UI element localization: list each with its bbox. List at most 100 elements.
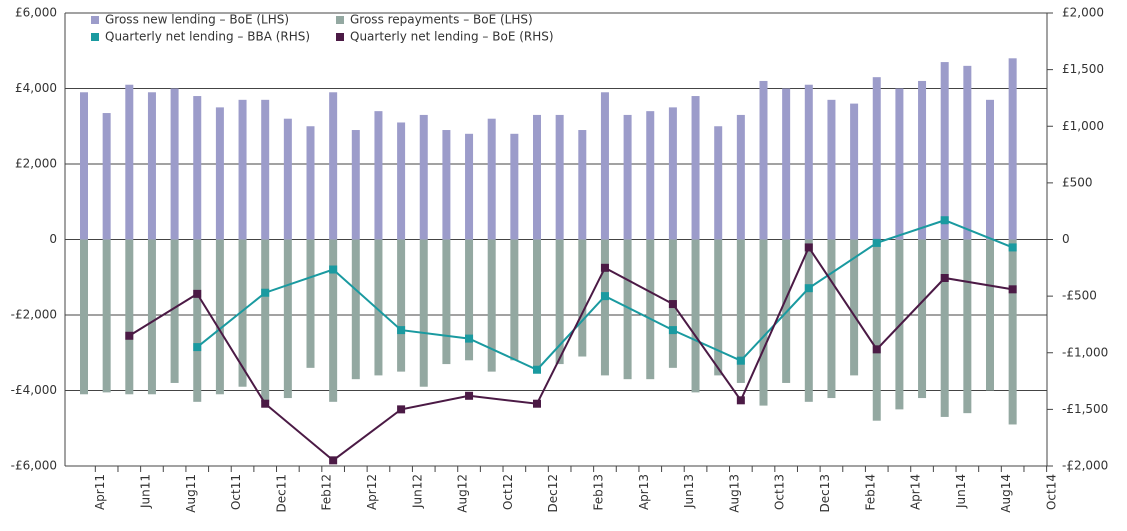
bar	[918, 239, 927, 399]
x-tick-label: Oct12	[501, 474, 515, 510]
bar	[329, 239, 338, 402]
bar	[827, 239, 836, 399]
bar	[895, 88, 904, 240]
bar	[600, 239, 609, 376]
bar	[374, 111, 383, 240]
bar	[419, 239, 428, 387]
bar	[578, 239, 587, 357]
bar	[736, 114, 745, 240]
bar	[555, 239, 564, 365]
x-tick-label: Feb14	[863, 474, 877, 511]
marker	[533, 365, 541, 374]
bar	[872, 77, 881, 240]
x-tick-label: Dec12	[546, 474, 560, 513]
bar	[442, 130, 451, 240]
x-tick-label: Aug11	[184, 474, 198, 513]
bar	[533, 239, 541, 372]
marker	[668, 326, 677, 335]
bar	[533, 114, 541, 240]
x-tick-label: Jun11	[138, 474, 152, 509]
legend-swatch	[336, 33, 344, 41]
bar	[351, 130, 360, 240]
bar	[1008, 58, 1017, 240]
bar	[125, 239, 134, 395]
bar	[872, 239, 881, 421]
bar	[850, 239, 859, 376]
bar	[283, 239, 292, 399]
bar	[736, 239, 745, 383]
marker	[1008, 285, 1017, 294]
marker	[736, 396, 745, 405]
bar	[465, 133, 474, 240]
x-tick-label: Jun14	[954, 474, 968, 509]
y-tick-label: -£4,000	[11, 383, 57, 397]
legend-label: Gross new lending – BoE (LHS)	[105, 13, 289, 27]
x-tick-label: Dec13	[818, 474, 832, 513]
x-tick-label: Dec11	[274, 474, 288, 513]
marker	[736, 356, 745, 365]
bar	[487, 118, 496, 240]
bar	[306, 239, 315, 368]
bar	[397, 122, 406, 240]
bar	[623, 239, 632, 380]
x-tick-label: Apr14	[909, 474, 923, 510]
bar	[940, 62, 949, 240]
marker	[940, 216, 949, 225]
legend-swatch	[91, 16, 99, 24]
bar	[986, 239, 994, 391]
x-tick-label: Oct11	[229, 474, 243, 510]
bar	[261, 99, 270, 240]
bar	[623, 114, 632, 240]
marker	[193, 289, 202, 298]
bar	[850, 103, 859, 240]
y2-tick-label: £1,000	[1062, 119, 1104, 133]
x-tick-label: Apr11	[93, 474, 107, 510]
marker	[600, 292, 609, 301]
x-tick-label: Jun13	[682, 474, 696, 509]
bar	[442, 239, 451, 365]
y-tick-label: 0	[49, 232, 57, 246]
x-tick-label: Feb12	[320, 474, 334, 511]
bar	[419, 114, 428, 240]
y-tick-label: £4,000	[15, 81, 57, 95]
bar	[193, 96, 202, 240]
bar	[147, 239, 156, 395]
y2-tick-label: £1,500	[1062, 62, 1104, 76]
y-tick-label: -£2,000	[11, 308, 57, 322]
bar	[329, 92, 338, 240]
bar	[306, 126, 315, 240]
y2-tick-label: -£2,000	[1062, 459, 1108, 473]
bar	[215, 107, 224, 240]
bar	[804, 84, 813, 240]
bar	[827, 99, 836, 240]
bar	[465, 239, 474, 361]
bar	[691, 96, 700, 240]
y2-tick-label: £500	[1062, 175, 1093, 189]
x-tick-label: Apr12	[365, 474, 379, 510]
marker	[1008, 243, 1017, 252]
marker	[261, 288, 270, 297]
bar	[1008, 239, 1017, 425]
line	[128, 245, 1013, 462]
bar	[578, 130, 587, 240]
bar	[283, 118, 292, 240]
bar	[510, 133, 519, 240]
x-tick-label: Jun12	[410, 474, 424, 509]
bar	[80, 239, 88, 395]
bar	[940, 239, 949, 417]
bar	[759, 80, 768, 240]
bar	[147, 92, 156, 240]
y2-tick-label: -£1,000	[1062, 345, 1108, 359]
y2-tick-label: £2,000	[1062, 6, 1104, 20]
bar	[215, 239, 224, 395]
marker	[465, 334, 474, 343]
bar	[102, 113, 111, 240]
bar	[193, 239, 202, 402]
x-tick-label: Aug12	[456, 474, 470, 513]
bar	[510, 239, 519, 361]
bar	[963, 239, 972, 414]
marker	[125, 331, 134, 340]
legend-label: Gross repayments – BoE (LHS)	[350, 13, 533, 27]
bar	[397, 239, 406, 372]
marker	[668, 300, 677, 309]
